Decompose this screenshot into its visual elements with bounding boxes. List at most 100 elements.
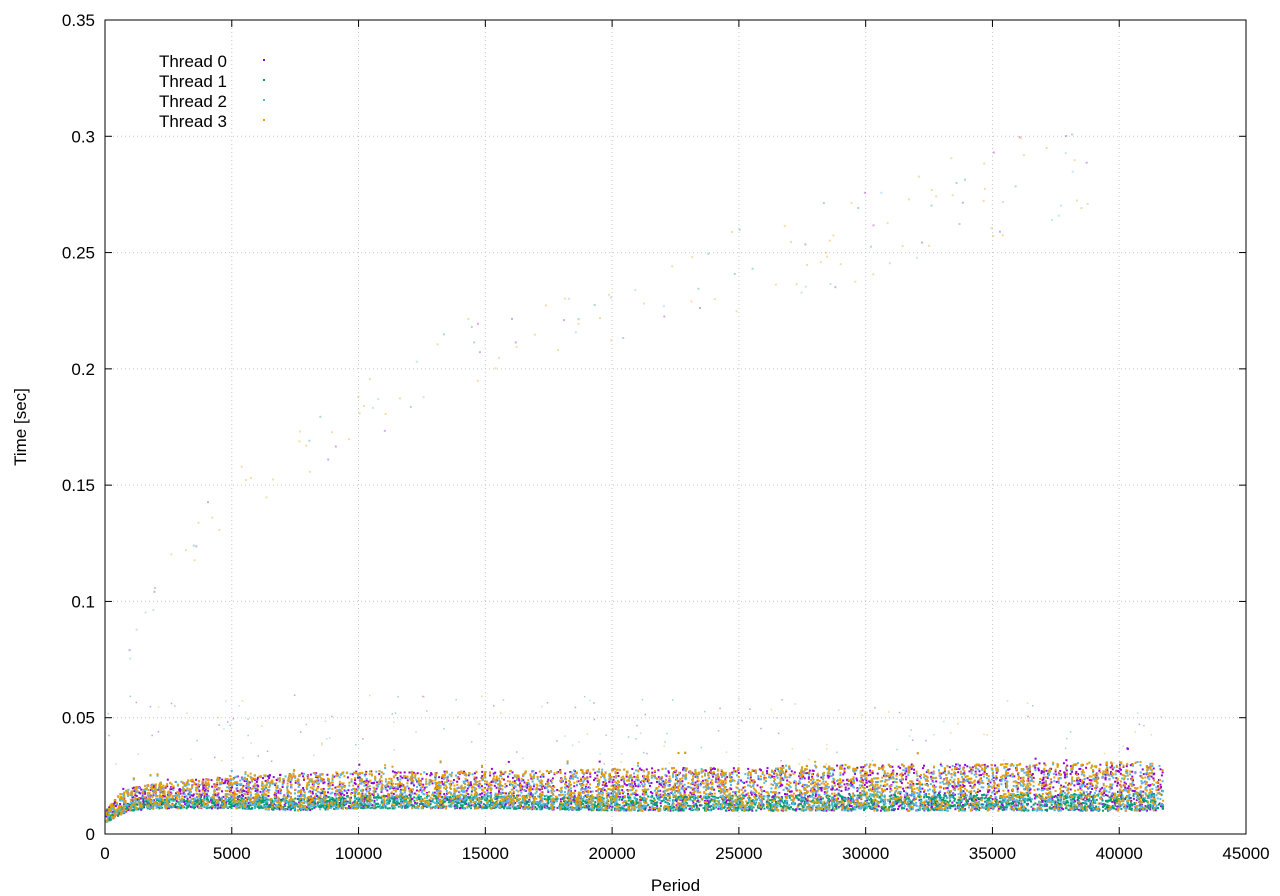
data-point	[180, 804, 183, 807]
data-point	[131, 787, 134, 790]
data-point	[183, 801, 186, 803]
data-point	[585, 802, 588, 804]
data-point	[1089, 791, 1092, 794]
data-point	[526, 784, 529, 787]
data-point	[966, 765, 969, 768]
data-point	[958, 764, 961, 767]
data-point	[269, 804, 272, 807]
data-point	[734, 792, 737, 795]
data-point	[654, 802, 657, 805]
data-point	[832, 780, 835, 783]
data-point	[930, 775, 933, 778]
data-point	[932, 807, 935, 810]
data-point	[435, 788, 438, 791]
data-point	[633, 783, 636, 785]
data-point	[258, 796, 261, 799]
data-point	[1147, 784, 1150, 787]
data-point	[954, 808, 957, 811]
data-point	[1098, 769, 1101, 772]
data-point	[390, 797, 393, 800]
data-point	[1088, 805, 1091, 808]
data-point	[1002, 805, 1005, 808]
data-point	[1015, 804, 1018, 807]
data-point	[982, 803, 985, 806]
data-point	[980, 774, 983, 776]
data-point	[1083, 802, 1086, 805]
data-point	[1143, 807, 1146, 810]
data-point	[504, 804, 507, 807]
data-point	[134, 794, 137, 797]
data-point	[1085, 803, 1088, 805]
data-point	[182, 792, 185, 795]
spike-point	[911, 739, 914, 741]
data-point	[362, 807, 365, 810]
data-point	[1032, 807, 1035, 810]
data-point	[1013, 775, 1016, 778]
data-point	[598, 809, 601, 812]
data-point	[306, 806, 308, 809]
data-point	[936, 800, 939, 803]
data-point	[216, 807, 219, 810]
data-point	[444, 800, 447, 803]
data-point	[805, 772, 808, 775]
data-point	[646, 780, 649, 783]
data-point	[928, 796, 931, 799]
data-point	[1080, 795, 1083, 798]
data-point	[827, 776, 830, 779]
data-point	[291, 805, 294, 808]
data-point	[1077, 782, 1080, 785]
data-point	[868, 805, 870, 808]
data-point	[1110, 794, 1113, 797]
data-point	[681, 785, 684, 788]
data-point	[347, 807, 350, 810]
data-point	[645, 791, 647, 794]
data-point	[461, 804, 464, 807]
data-point	[723, 805, 726, 808]
data-point	[711, 767, 714, 770]
data-point	[490, 781, 493, 784]
data-point	[349, 801, 352, 804]
data-point	[771, 809, 774, 811]
data-point	[624, 804, 627, 807]
data-point	[320, 805, 323, 808]
data-point	[618, 806, 621, 809]
data-point	[1132, 793, 1135, 796]
data-point	[663, 796, 666, 799]
data-point	[319, 797, 322, 800]
data-point	[681, 780, 684, 783]
data-point	[566, 797, 569, 800]
data-point	[202, 784, 205, 787]
data-point	[876, 772, 879, 775]
data-point	[168, 801, 171, 804]
data-point	[1116, 782, 1119, 785]
data-point	[1131, 775, 1134, 778]
data-point	[968, 781, 971, 784]
data-point	[976, 791, 979, 793]
data-point	[210, 779, 213, 782]
data-point	[652, 803, 655, 806]
data-point	[317, 802, 319, 805]
data-point	[378, 773, 381, 775]
data-point	[415, 802, 418, 805]
data-point	[206, 796, 209, 799]
data-point	[794, 808, 797, 811]
data-point	[494, 771, 497, 774]
data-point	[638, 767, 641, 770]
data-point	[429, 800, 432, 803]
data-point	[635, 800, 638, 803]
data-point	[752, 770, 755, 772]
data-point	[414, 801, 416, 804]
data-point	[811, 775, 814, 778]
data-point	[712, 795, 715, 798]
data-point	[623, 782, 626, 785]
data-point	[952, 786, 955, 789]
spike-point	[422, 695, 424, 698]
data-point	[540, 807, 543, 810]
data-point	[466, 787, 469, 790]
spike-point	[227, 721, 229, 723]
data-point	[192, 794, 195, 797]
data-point	[719, 807, 722, 810]
data-point	[644, 808, 647, 811]
data-point	[840, 796, 843, 799]
data-point	[1039, 795, 1042, 798]
